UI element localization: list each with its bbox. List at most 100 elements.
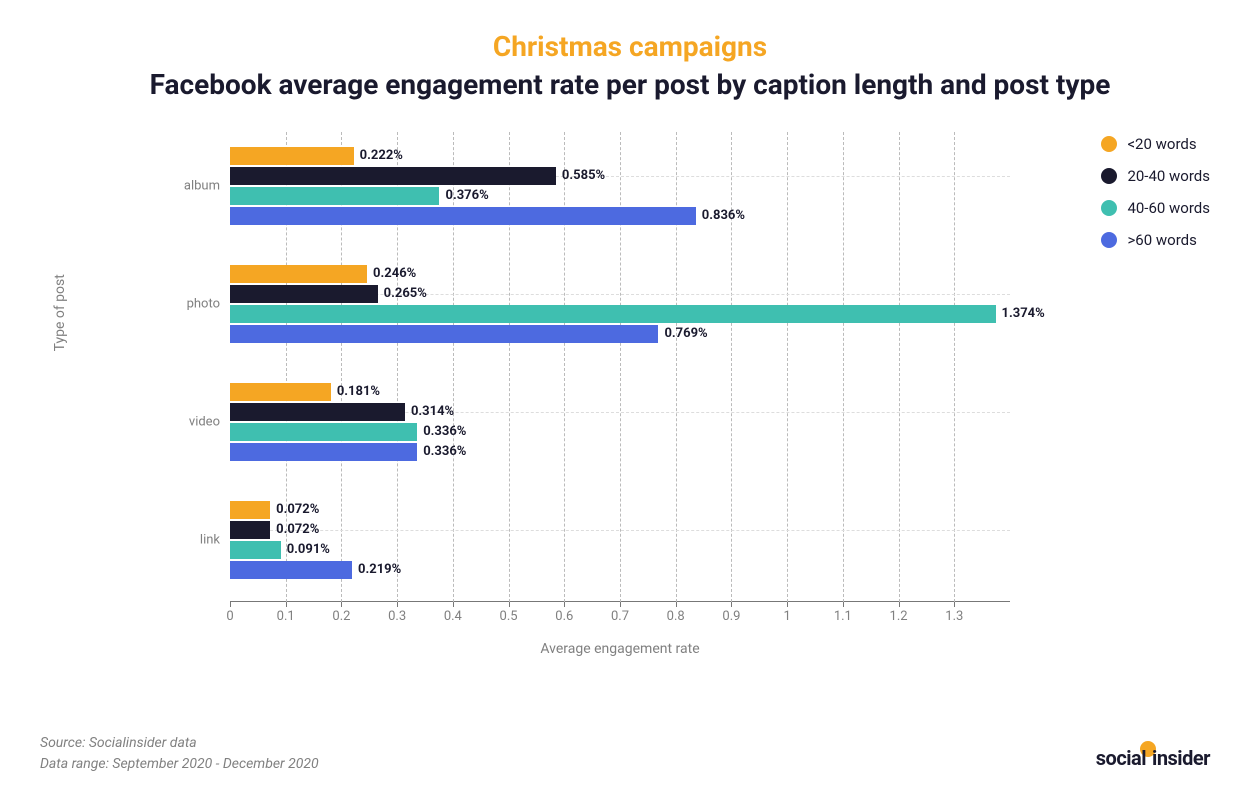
y-axis-label: Type of post <box>52 274 68 351</box>
bar <box>230 305 996 323</box>
footer: Source: Socialinsider data Data range: S… <box>40 733 319 775</box>
x-tick-mark <box>676 602 677 607</box>
chart-area: Type of post Average engagement rate 00.… <box>140 122 1220 642</box>
bar-value-label: 0.072% <box>276 522 319 537</box>
bar <box>230 207 696 225</box>
x-tick-mark <box>787 602 788 607</box>
logo-text-2: insider <box>1152 746 1210 770</box>
x-tick-label: 0.1 <box>277 609 295 624</box>
gridline <box>954 132 955 602</box>
brand-logo: socialinsider <box>1096 746 1210 770</box>
bar-value-label: 0.219% <box>358 562 401 577</box>
gridline <box>731 132 732 602</box>
bar <box>230 541 281 559</box>
bar-value-label: 0.222% <box>360 148 403 163</box>
bar <box>230 561 352 579</box>
x-tick-label: 1.1 <box>834 609 852 624</box>
x-tick-label: 0 <box>226 609 233 624</box>
category-label: link <box>160 533 220 548</box>
bar <box>230 187 439 205</box>
gridline <box>787 132 788 602</box>
bar <box>230 167 556 185</box>
x-tick-mark <box>899 602 900 607</box>
bar-value-label: 0.246% <box>373 266 416 281</box>
bar-value-label: 0.181% <box>337 384 380 399</box>
x-tick-mark <box>397 602 398 607</box>
legend-item: <20 words <box>1101 135 1210 153</box>
chart-title: Facebook average engagement rate per pos… <box>130 67 1130 102</box>
gridline <box>843 132 844 602</box>
bar-value-label: 0.336% <box>423 444 466 459</box>
legend-label: 40-60 words <box>1127 199 1210 217</box>
logo-text-1: social <box>1096 746 1146 770</box>
footer-source: Source: Socialinsider data <box>40 733 319 754</box>
plot-area: Average engagement rate 00.10.20.30.40.5… <box>230 132 1010 602</box>
bar <box>230 501 270 519</box>
legend-swatch-icon <box>1101 168 1117 184</box>
x-tick-label: 0.6 <box>555 609 573 624</box>
bar <box>230 443 417 461</box>
x-tick-mark <box>620 602 621 607</box>
legend-label: 20-40 words <box>1127 167 1210 185</box>
x-tick-mark <box>230 602 231 607</box>
category-label: album <box>160 179 220 194</box>
bar-value-label: 0.091% <box>287 542 330 557</box>
chart-container: Christmas campaigns Facebook average eng… <box>0 0 1260 800</box>
x-tick-label: 0.2 <box>332 609 350 624</box>
chart-overtitle: Christmas campaigns <box>40 30 1220 63</box>
x-tick-label: 0.4 <box>444 609 462 624</box>
footer-range: Data range: September 2020 - December 20… <box>40 754 319 775</box>
legend-swatch-icon <box>1101 136 1117 152</box>
gridline <box>564 132 565 602</box>
bar-value-label: 0.836% <box>702 208 745 223</box>
bar <box>230 383 331 401</box>
bar-value-label: 0.314% <box>411 404 454 419</box>
gridline <box>620 132 621 602</box>
x-tick-mark <box>286 602 287 607</box>
x-tick-mark <box>731 602 732 607</box>
gridline <box>899 132 900 602</box>
x-tick-label: 0.3 <box>388 609 406 624</box>
bar-value-label: 0.072% <box>276 502 319 517</box>
x-tick-mark <box>954 602 955 607</box>
category-label: video <box>160 415 220 430</box>
x-tick-label: 1.3 <box>945 609 963 624</box>
gridline <box>509 132 510 602</box>
bar-value-label: 0.376% <box>445 188 488 203</box>
legend: <20 words 20-40 words 40-60 words >60 words <box>1101 135 1210 263</box>
bar-value-label: 0.265% <box>384 286 427 301</box>
group-guide <box>230 530 1010 531</box>
bar-value-label: 0.769% <box>664 326 707 341</box>
legend-swatch-icon <box>1101 200 1117 216</box>
bar-value-label: 0.336% <box>423 424 466 439</box>
bar <box>230 521 270 539</box>
x-tick-label: 0.9 <box>722 609 740 624</box>
bar <box>230 147 354 165</box>
category-label: photo <box>160 297 220 312</box>
x-tick-label: 0.7 <box>611 609 629 624</box>
bar <box>230 325 658 343</box>
legend-item: >60 words <box>1101 231 1210 249</box>
x-tick-label: 1.2 <box>890 609 908 624</box>
x-tick-label: 1 <box>783 609 790 624</box>
legend-item: 20-40 words <box>1101 167 1210 185</box>
legend-swatch-icon <box>1101 232 1117 248</box>
bar <box>230 265 367 283</box>
x-tick-label: 0.5 <box>500 609 518 624</box>
x-axis-label: Average engagement rate <box>540 641 699 657</box>
legend-item: 40-60 words <box>1101 199 1210 217</box>
bar <box>230 423 417 441</box>
x-tick-mark <box>843 602 844 607</box>
legend-label: >60 words <box>1127 231 1196 249</box>
legend-label: <20 words <box>1127 135 1196 153</box>
x-tick-mark <box>453 602 454 607</box>
bar <box>230 285 378 303</box>
bar-value-label: 1.374% <box>1002 306 1045 321</box>
x-tick-mark <box>509 602 510 607</box>
x-tick-mark <box>341 602 342 607</box>
x-tick-label: 0.8 <box>667 609 685 624</box>
gridline <box>676 132 677 602</box>
bar-value-label: 0.585% <box>562 168 605 183</box>
bar <box>230 403 405 421</box>
x-tick-mark <box>564 602 565 607</box>
